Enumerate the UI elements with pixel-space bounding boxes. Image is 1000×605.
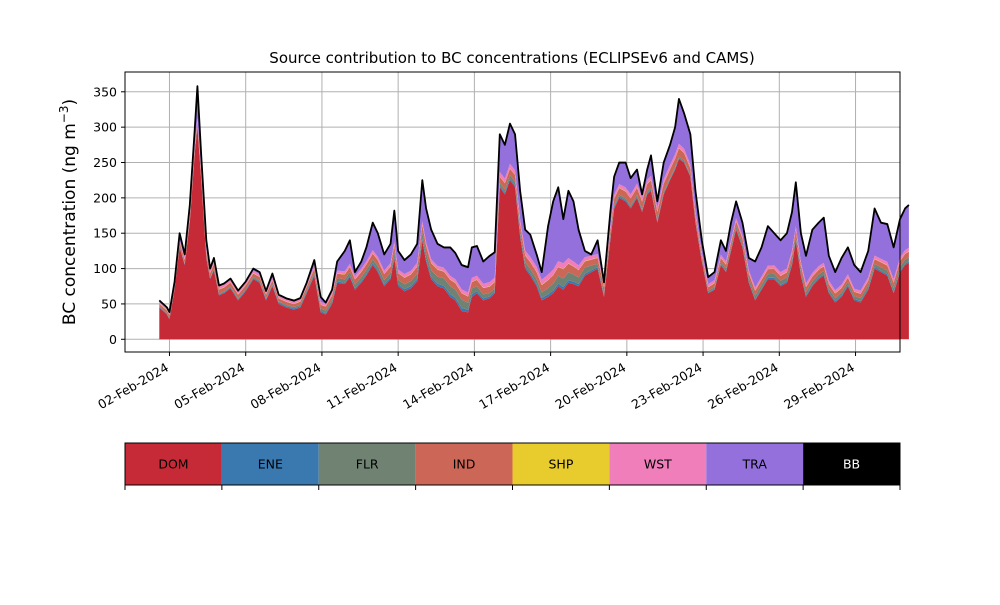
- x-tick-label: 08-Feb-2024: [248, 360, 324, 412]
- legend-label-shp: SHP: [549, 457, 574, 472]
- y-tick-label: 50: [101, 296, 117, 311]
- legend-label-ene: ENE: [258, 457, 283, 472]
- chart-title: Source contribution to BC concentrations…: [269, 49, 754, 67]
- y-tick-label: 350: [93, 84, 117, 99]
- plot-frame: [124, 71, 901, 353]
- y-tick-label: 150: [93, 226, 117, 241]
- legend-swatch-wst: [609, 443, 707, 485]
- x-tick-label: 11-Feb-2024: [324, 360, 400, 412]
- y-tick-label: 250: [93, 155, 117, 170]
- y-tick-label: 0: [109, 332, 117, 347]
- legend-swatch-ene: [221, 443, 319, 485]
- stacked-areas: [158, 85, 910, 340]
- y-tick-label: 200: [93, 190, 117, 205]
- legend-swatch-dom: [125, 443, 222, 485]
- x-tick-label: 23-Feb-2024: [629, 360, 705, 412]
- y-tick-label: 300: [93, 120, 117, 135]
- legend-label-ind: IND: [453, 457, 476, 472]
- legend-swatch-bb: [803, 443, 900, 485]
- y-tick-label: 100: [93, 261, 117, 276]
- x-tick-label: 02-Feb-2024: [95, 360, 171, 412]
- x-tick-label: 26-Feb-2024: [705, 360, 781, 412]
- legend-swatch-shp: [512, 443, 610, 485]
- legend-label-flr: FLR: [356, 457, 379, 472]
- x-tick-label: 17-Feb-2024: [476, 360, 552, 412]
- legend-label-wst: WST: [644, 457, 672, 472]
- legend-swatch-flr: [318, 443, 416, 485]
- area-series-tra: [159, 87, 909, 314]
- total-outline-line: [158, 85, 910, 313]
- y-axis-label: BC concentration (ng m−3): [57, 99, 80, 325]
- x-tick-label: 14-Feb-2024: [400, 360, 476, 412]
- legend-swatch-tra: [706, 443, 804, 485]
- legend-swatch-ind: [415, 443, 513, 485]
- legend-label-tra: TRA: [742, 457, 768, 472]
- legend: DOM ENE FLR IND SHP WST TRA BB: [124, 442, 901, 490]
- y-axis-label-close: ): [60, 99, 80, 106]
- x-tick-label: 29-Feb-2024: [781, 360, 857, 412]
- x-tick-label: 20-Feb-2024: [553, 360, 629, 412]
- y-axis-label-superscript: −3: [57, 105, 71, 123]
- area-series-dom: [159, 127, 909, 340]
- area-series-ene: [159, 126, 909, 320]
- y-axis-label-main: BC concentration (ng m: [60, 123, 80, 325]
- legend-label-dom: DOM: [158, 457, 188, 472]
- legend-label-bb: BB: [843, 457, 860, 472]
- x-tick-label: 05-Feb-2024: [171, 360, 247, 412]
